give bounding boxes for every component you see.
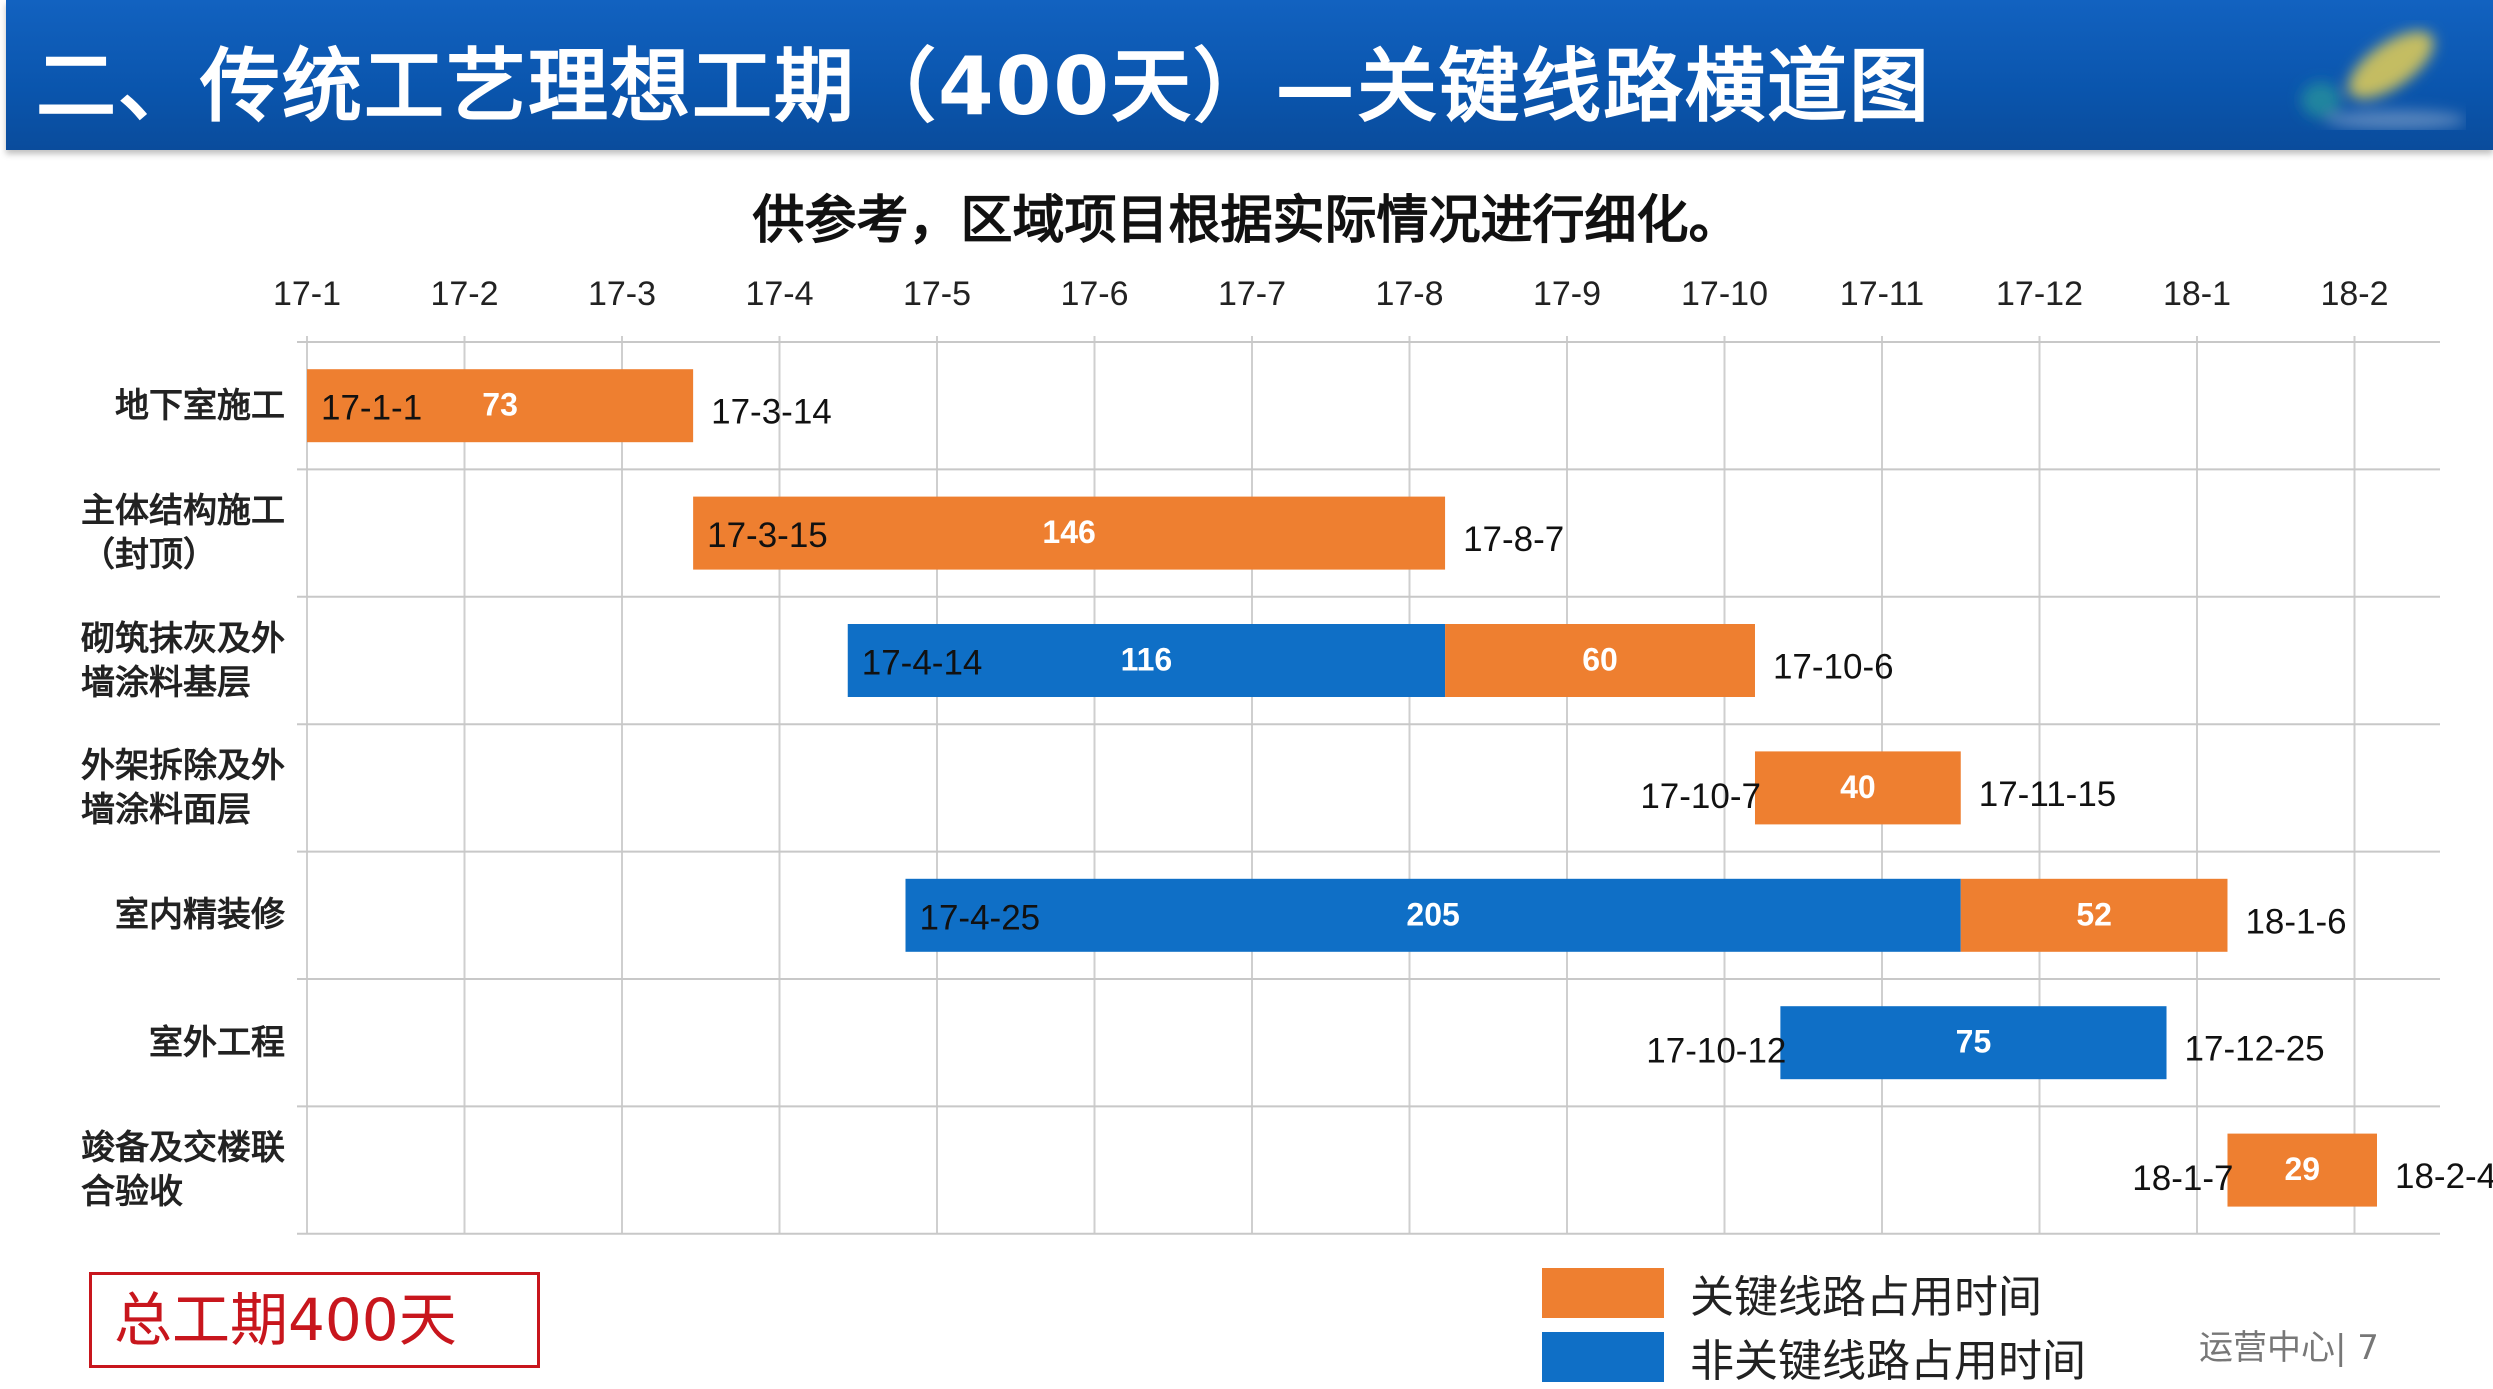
bar-segment-noncritical	[905, 878, 1961, 952]
duration-label: 75	[1956, 1024, 1992, 1060]
row-label: 砌筑抹灰及外 墙涂料基层	[81, 618, 285, 703]
end-date-label: 17-8-7	[1463, 520, 1564, 559]
bar-segment-critical	[693, 496, 1446, 570]
legend-swatch-critical	[1542, 1268, 1664, 1318]
end-date-label: 17-10-6	[1773, 648, 1894, 687]
x-tick-label: 17-8	[1375, 275, 1443, 313]
x-tick-label: 17-2	[430, 275, 498, 313]
duration-label: 205	[1406, 896, 1459, 932]
start-date-label: 17-1-1	[321, 389, 422, 428]
total-duration-box: 总工期400天	[89, 1272, 540, 1368]
x-tick-label: 17-9	[1533, 275, 1601, 313]
logo-icon	[2301, 31, 2466, 130]
bar-segment-critical	[2227, 1133, 2377, 1207]
row-label: 外架拆除及外 墙涂料面层	[81, 745, 285, 830]
x-tick-label: 17-11	[1840, 275, 1924, 313]
bar-segment-critical	[1754, 751, 1961, 825]
row-label: 竣备及交楼联 合验收	[81, 1128, 285, 1213]
start-date-label: 18-1-7	[2132, 1159, 2233, 1198]
bar-segment-noncritical	[1780, 1006, 2167, 1080]
bar-segment-critical	[307, 369, 694, 443]
start-date-label: 17-3-15	[707, 516, 828, 555]
duration-label: 116	[1121, 642, 1173, 678]
row-label: 地下室施工	[115, 385, 285, 426]
x-tick-label: 17-7	[1218, 275, 1286, 313]
end-date-label: 17-11-15	[1979, 775, 2117, 814]
duration-label: 146	[1042, 514, 1095, 550]
page-title: 二、传统工艺理想工期（400天）—关键线路横道图	[36, 40, 1931, 133]
duration-label: 60	[1582, 642, 1618, 678]
footer-page-label: 运营中心| 7	[2199, 1328, 2379, 1368]
legend-label: 非关键线路占用时间	[1690, 1336, 2086, 1387]
duration-label: 40	[1840, 769, 1876, 805]
x-tick-label: 18-1	[2163, 275, 2231, 313]
end-date-label: 17-3-14	[711, 393, 832, 432]
x-tick-label: 17-12	[1996, 275, 2083, 313]
bar-segment-noncritical	[847, 624, 1446, 697]
row-label: 主体结构施工 （封顶）	[81, 491, 285, 576]
x-tick-label: 17-5	[903, 275, 971, 313]
duration-label: 73	[482, 387, 518, 423]
title-bar: 二、传统工艺理想工期（400天）—关键线路横道图	[6, 0, 2493, 150]
bar-segment-critical	[1960, 878, 2228, 952]
x-tick-label: 17-10	[1681, 275, 1768, 313]
x-tick-label: 17-4	[745, 275, 813, 313]
x-tick-label: 18-2	[2320, 275, 2388, 313]
row-label: 室内精装修	[115, 895, 285, 936]
end-date-label: 18-2-4	[2395, 1157, 2493, 1196]
start-date-label: 17-4-25	[920, 898, 1041, 937]
duration-label: 29	[2284, 1151, 2320, 1187]
start-date-label: 17-10-12	[1646, 1032, 1786, 1071]
end-date-label: 18-1-6	[2245, 902, 2346, 941]
legend-swatch-noncritical	[1542, 1332, 1664, 1382]
bar-segment-critical	[1445, 624, 1755, 697]
legend-item-noncritical: 非关键线路占用时间	[1542, 1325, 2086, 1389]
row-label: 室外工程	[149, 1022, 285, 1063]
start-date-label: 17-4-14	[862, 644, 983, 683]
subtitle: 供参考，区域项目根据实际情况进行细化。	[752, 191, 1741, 251]
end-date-label: 17-12-25	[2185, 1030, 2325, 1069]
x-tick-label: 17-6	[1060, 275, 1128, 313]
legend-label: 关键线路占用时间	[1690, 1272, 2042, 1323]
x-tick-label: 17-3	[588, 275, 656, 313]
legend-item-critical: 关键线路占用时间	[1542, 1261, 2042, 1325]
duration-label: 52	[2076, 896, 2112, 932]
start-date-label: 17-10-7	[1640, 777, 1761, 816]
x-tick-label: 17-1	[273, 275, 341, 313]
